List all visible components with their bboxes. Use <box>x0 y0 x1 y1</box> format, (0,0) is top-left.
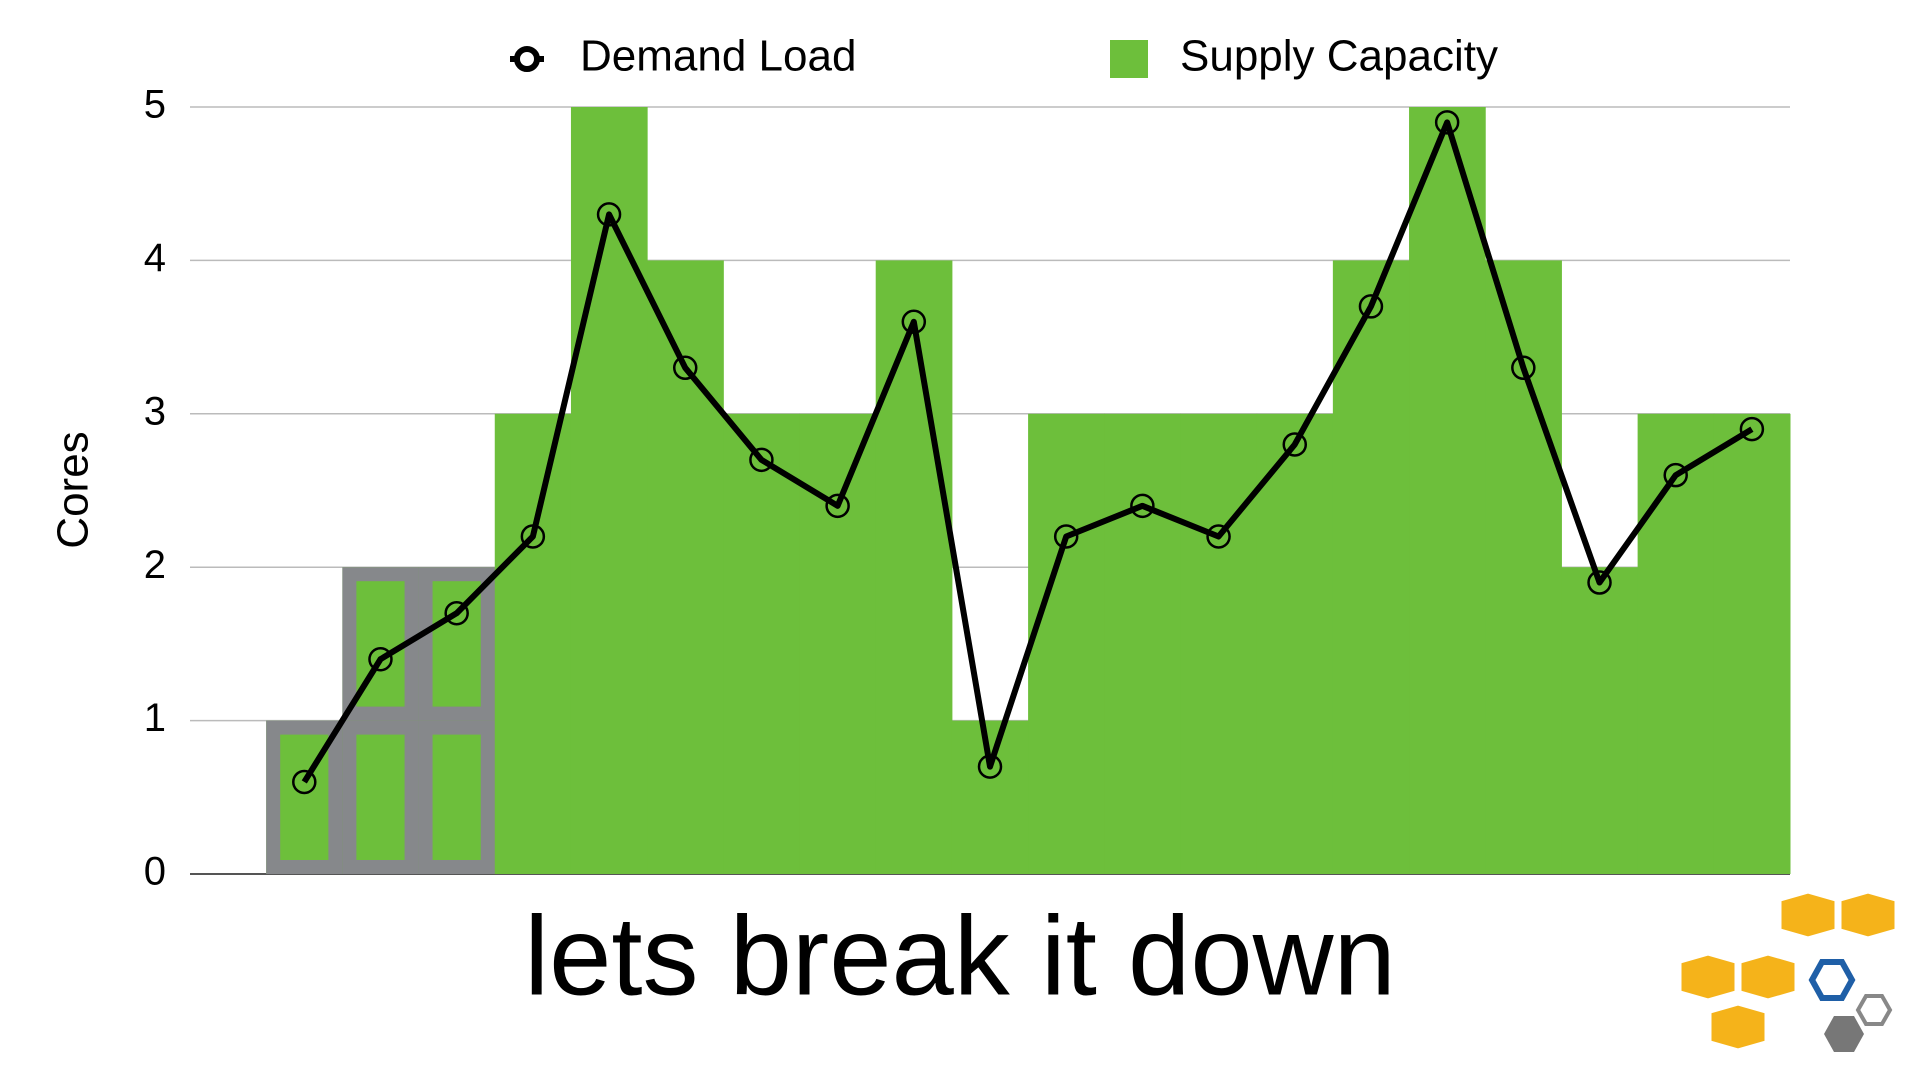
bar <box>1637 413 1715 874</box>
marker <box>901 309 927 335</box>
bars <box>266 107 1791 874</box>
legend-label: Demand Load <box>580 32 856 81</box>
marker <box>1053 524 1079 549</box>
marker <box>672 355 698 381</box>
marker <box>977 754 1003 779</box>
bar <box>951 720 1029 874</box>
aws-logo <box>1678 890 1898 1052</box>
marker <box>1358 294 1384 319</box>
core-cell <box>266 720 343 874</box>
bar <box>1256 413 1334 874</box>
bar <box>799 413 877 874</box>
bar <box>647 260 724 874</box>
marker <box>292 769 317 795</box>
marker <box>1663 462 1688 488</box>
marker <box>444 600 469 626</box>
y-tick-label: 0 <box>144 850 166 894</box>
bar <box>570 107 648 874</box>
marker <box>1511 355 1536 381</box>
y-axis-label: Cores <box>49 431 98 548</box>
bar <box>1028 413 1105 874</box>
y-tick-label: 1 <box>144 696 166 740</box>
core-cell <box>418 567 495 721</box>
marker <box>1130 493 1155 519</box>
bar <box>1104 413 1181 874</box>
bar <box>723 413 801 874</box>
lines <box>292 110 1765 795</box>
bar <box>875 260 953 874</box>
y-tick-label: 3 <box>144 389 166 433</box>
core-cell <box>418 720 495 874</box>
y-tick-label: 5 <box>144 83 166 127</box>
bar <box>1409 107 1486 874</box>
marker <box>1206 524 1231 549</box>
core-cell <box>342 720 419 874</box>
marker <box>825 493 850 519</box>
bar <box>1485 260 1562 874</box>
y-tick-label: 2 <box>144 543 166 587</box>
marker <box>520 524 546 549</box>
bar <box>494 413 572 874</box>
bar <box>1561 567 1639 874</box>
marker <box>1282 432 1308 457</box>
marker <box>596 202 622 227</box>
line <box>301 119 1754 784</box>
marker <box>368 646 393 672</box>
marker <box>1434 110 1460 135</box>
bar <box>1713 413 1791 874</box>
caption: lets break it down <box>524 894 1396 1019</box>
legend-label: Supply Capacity <box>1180 32 1498 81</box>
marker <box>1739 416 1765 442</box>
marker <box>749 447 774 473</box>
legend-swatch <box>1110 40 1148 78</box>
y-tick-label: 4 <box>144 236 166 280</box>
bar <box>1180 413 1258 874</box>
bar <box>1332 260 1410 874</box>
legend-marker <box>514 46 540 72</box>
marker <box>1587 570 1612 595</box>
